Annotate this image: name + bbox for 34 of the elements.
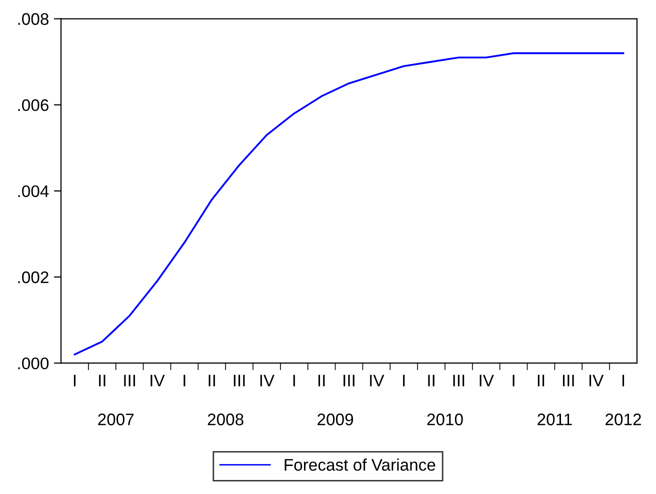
text: 2011: [538, 414, 572, 426]
y-tick-label: .002: [18, 271, 48, 284]
x-tick-label: IV: [150, 374, 165, 386]
x-tick-label: II: [208, 374, 215, 386]
text: 2007: [98, 414, 134, 426]
text: 2012: [606, 414, 641, 426]
x-tick-label: I: [403, 374, 405, 386]
text: 2010: [427, 414, 463, 426]
y-tick-label: .004: [18, 185, 49, 198]
x-tick-label: I: [184, 374, 186, 386]
x-tick-label: III: [453, 374, 464, 386]
text: 2008: [208, 414, 244, 426]
x-tick-label: II: [318, 374, 325, 386]
x-tick-label: II: [538, 374, 544, 386]
x-tick-label: IV: [260, 374, 275, 386]
x-tick-label: III: [563, 374, 574, 386]
text: 2009: [318, 414, 354, 426]
x-tick-label: I: [622, 374, 624, 386]
y-tick-label: .006: [18, 99, 48, 112]
x-tick-label: I: [512, 374, 514, 386]
x-tick-label: II: [99, 374, 106, 386]
legend-label: Forecast of Variance: [284, 458, 436, 471]
y-tick-label: .008: [18, 13, 48, 25]
x-tick-label: I: [293, 374, 295, 386]
y-tick-label: .000: [18, 357, 49, 370]
x-tick-label: I: [74, 374, 76, 386]
x-tick-label: III: [124, 374, 135, 386]
x-tick-label: III: [234, 374, 245, 386]
x-tick-label: IV: [480, 374, 494, 386]
line-series: [74, 52, 624, 356]
x-tick-label: III: [344, 374, 354, 386]
x-tick-label: II: [428, 374, 434, 386]
x-tick-label: IV: [590, 374, 604, 386]
x-tick-label: IV: [370, 374, 384, 386]
